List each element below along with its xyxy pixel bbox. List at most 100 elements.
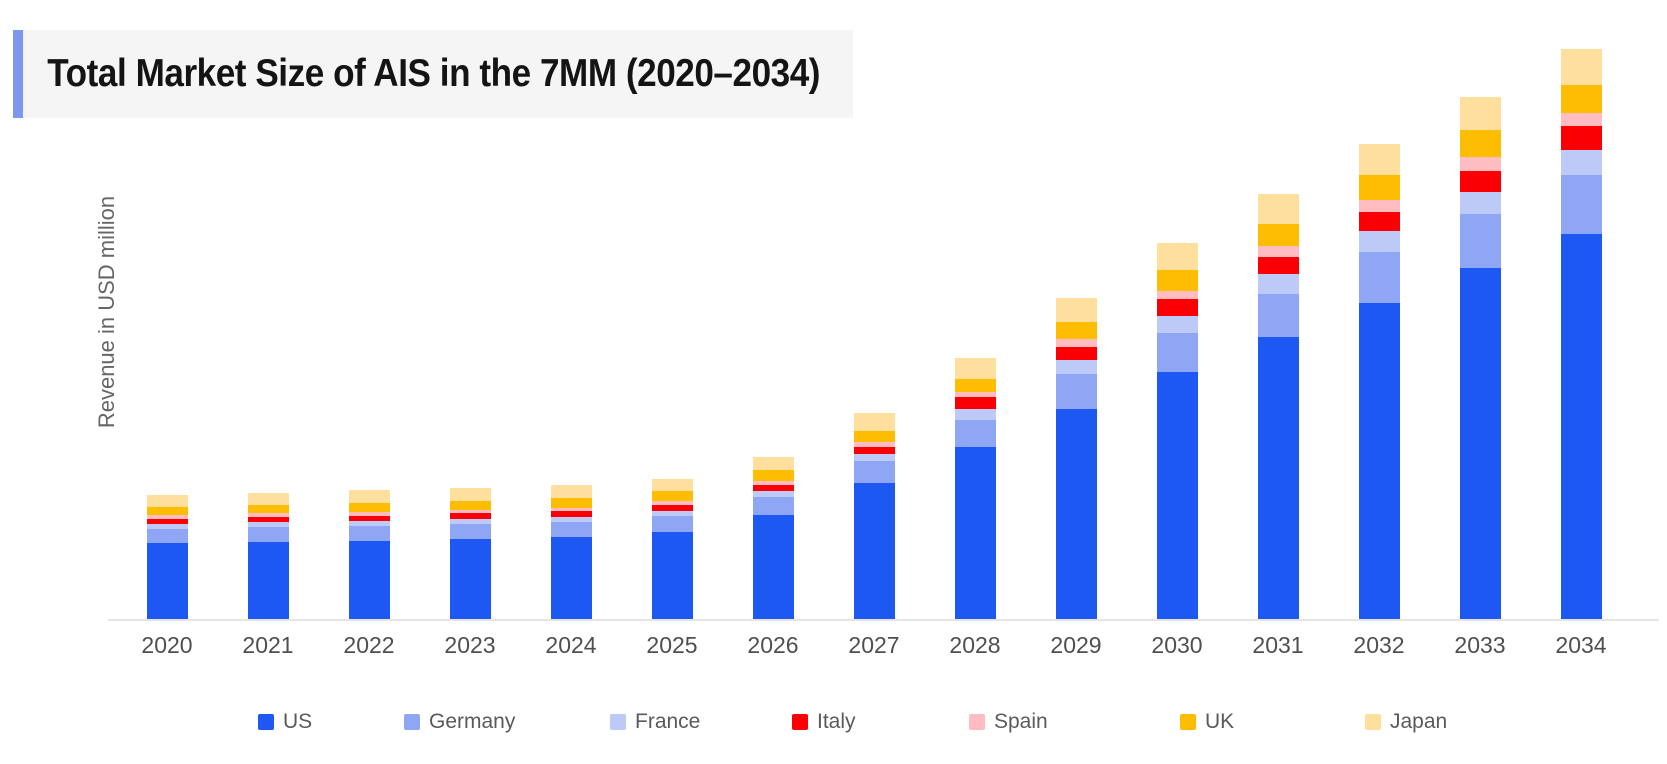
bar-segment-2034-italy: [1560, 126, 1602, 150]
bar-segment-2033-uk: [1459, 130, 1501, 157]
bar-2028: [954, 358, 996, 620]
bar-segment-2023-us: [449, 539, 491, 620]
bar-segment-2034-us: [1560, 234, 1602, 620]
bar-segment-2025-france: [651, 511, 693, 516]
bar-segment-2030-italy: [1156, 299, 1198, 316]
legend-label-italy: Italy: [817, 710, 856, 733]
bar-2026: [752, 457, 794, 620]
bar-segment-2029-spain: [1055, 339, 1097, 347]
bar-segment-2024-france: [550, 517, 592, 522]
bar-segment-2025-italy: [651, 505, 693, 511]
bar-segment-2023-italy: [449, 513, 491, 519]
legend-label-spain: Spain: [994, 710, 1048, 733]
bar-segment-2032-japan: [1358, 144, 1400, 175]
legend-item-italy: Italy: [792, 710, 856, 734]
bar-segment-2025-spain: [651, 501, 693, 505]
x-tick-label-2020: 2020: [141, 632, 193, 658]
bar-segment-2033-japan: [1459, 97, 1501, 130]
bar-segment-2027-italy: [853, 447, 895, 454]
bar-segment-2028-japan: [954, 358, 996, 379]
bar-segment-2023-spain: [449, 510, 491, 513]
bar-segment-2031-germany: [1257, 294, 1299, 337]
bar-2027: [853, 413, 895, 620]
bar-segment-2023-france: [449, 519, 491, 524]
legend-item-japan: Japan: [1365, 710, 1447, 734]
bar-segment-2029-uk: [1055, 322, 1097, 339]
bar-segment-2030-uk: [1156, 270, 1198, 291]
bar-segment-2033-italy: [1459, 171, 1501, 192]
bar-segment-2029-us: [1055, 409, 1097, 620]
bar-segment-2031-us: [1257, 337, 1299, 620]
legend-swatch-us: [258, 714, 274, 730]
bar-segment-2027-france: [853, 454, 895, 461]
bar-2031: [1257, 194, 1299, 620]
bar-segment-2020-uk: [146, 507, 188, 515]
legend-label-germany: Germany: [429, 710, 516, 733]
legend-swatch-japan: [1365, 714, 1381, 730]
bar-segment-2033-spain: [1459, 157, 1501, 171]
bar-segment-2020-us: [146, 543, 188, 620]
x-tick-label-2033: 2033: [1454, 632, 1506, 658]
bar-segment-2023-germany: [449, 524, 491, 539]
bar-2020: [146, 495, 188, 620]
bar-segment-2025-japan: [651, 479, 693, 491]
bar-segment-2034-spain: [1560, 113, 1602, 126]
bar-segment-2027-us: [853, 483, 895, 620]
bar-segment-2020-italy: [146, 519, 188, 524]
bar-segment-2028-us: [954, 447, 996, 620]
bar-2029: [1055, 298, 1097, 620]
x-tick-label-2028: 2028: [949, 632, 1001, 658]
bar-segment-2024-italy: [550, 511, 592, 517]
bar-segment-2024-us: [550, 537, 592, 620]
legend-swatch-uk: [1180, 714, 1196, 730]
bar-2032: [1358, 144, 1400, 620]
bar-segment-2029-germany: [1055, 374, 1097, 409]
bar-segment-2022-germany: [348, 526, 390, 541]
title-accent-bar: [13, 30, 23, 118]
bar-segment-2028-spain: [954, 392, 996, 397]
bar-segment-2028-france: [954, 409, 996, 420]
bar-segment-2020-japan: [146, 495, 188, 507]
x-tick-label-2022: 2022: [343, 632, 395, 658]
bar-2025: [651, 479, 693, 620]
bar-segment-2034-uk: [1560, 85, 1602, 113]
bar-segment-2034-japan: [1560, 49, 1602, 85]
bar-segment-2020-germany: [146, 529, 188, 543]
bar-segment-2022-spain: [348, 512, 390, 516]
x-tick-label-2029: 2029: [1050, 632, 1102, 658]
bar-segment-2033-us: [1459, 268, 1501, 620]
bar-segment-2027-spain: [853, 442, 895, 447]
legend-item-uk: UK: [1180, 710, 1234, 734]
bar-segment-2022-france: [348, 521, 390, 526]
legend-item-germany: Germany: [404, 710, 515, 734]
bar-segment-2024-spain: [550, 508, 592, 511]
bar-segment-2021-japan: [247, 493, 289, 505]
bar-segment-2030-germany: [1156, 333, 1198, 372]
x-tick-label-2026: 2026: [747, 632, 799, 658]
bar-segment-2021-italy: [247, 517, 289, 522]
x-tick-label-2021: 2021: [242, 632, 294, 658]
bar-segment-2034-germany: [1560, 175, 1602, 234]
bar-2023: [449, 488, 491, 620]
legend-swatch-france: [610, 714, 626, 730]
bar-segment-2024-uk: [550, 498, 592, 508]
bar-segment-2022-japan: [348, 490, 390, 503]
legend-label-france: France: [635, 710, 701, 733]
bar-segment-2021-us: [247, 542, 289, 620]
bar-segment-2031-france: [1257, 274, 1299, 294]
bar-segment-2033-france: [1459, 192, 1501, 214]
bar-segment-2026-italy: [752, 485, 794, 491]
bar-segment-2027-japan: [853, 413, 895, 431]
bar-segment-2031-japan: [1257, 194, 1299, 224]
bar-2024: [550, 485, 592, 620]
bar-segment-2020-spain: [146, 515, 188, 519]
bar-segment-2031-uk: [1257, 224, 1299, 246]
bar-segment-2030-spain: [1156, 291, 1198, 299]
bar-segment-2026-spain: [752, 481, 794, 485]
bar-segment-2033-germany: [1459, 214, 1501, 268]
legend-swatch-italy: [792, 714, 808, 730]
chart-title: Total Market Size of AIS in the 7MM (202…: [47, 52, 821, 95]
legend-swatch-germany: [404, 714, 420, 730]
bar-2022: [348, 490, 390, 620]
bar-segment-2032-italy: [1358, 212, 1400, 231]
